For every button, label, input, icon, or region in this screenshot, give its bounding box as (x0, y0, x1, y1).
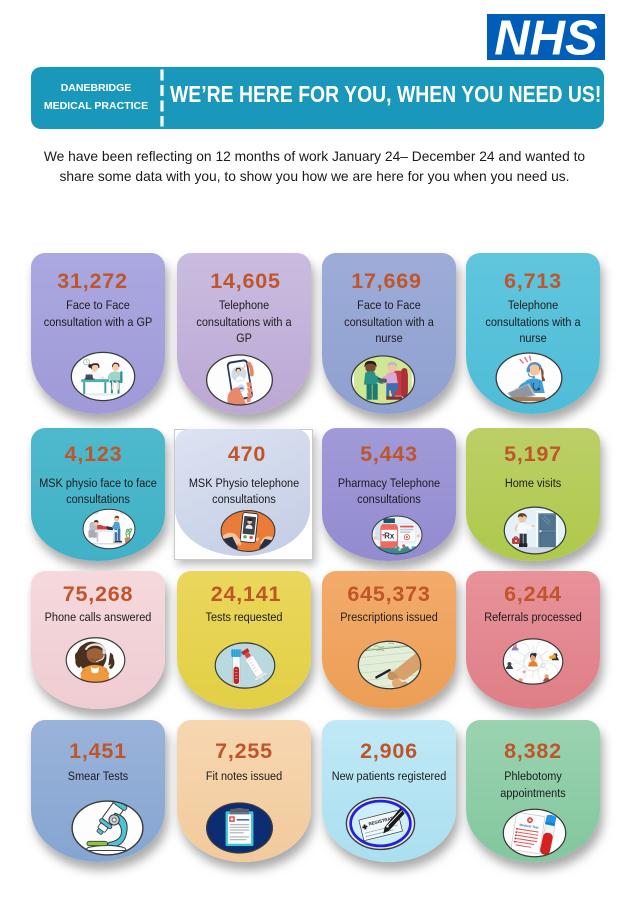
svg-text:NHS: NHS (494, 14, 598, 60)
svg-text:Rx: Rx (384, 532, 395, 541)
svg-text:Medical Test: Medical Test (519, 823, 540, 830)
